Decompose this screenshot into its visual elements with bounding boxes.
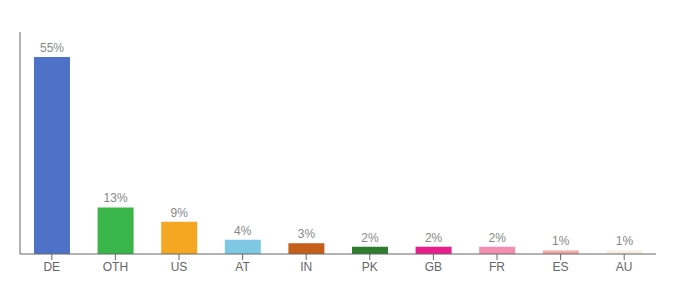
svg-text:PK: PK [362, 260, 378, 274]
svg-text:3%: 3% [298, 227, 316, 241]
svg-text:IN: IN [300, 260, 312, 274]
svg-text:1%: 1% [552, 234, 570, 248]
svg-text:2%: 2% [425, 231, 443, 245]
svg-text:9%: 9% [171, 206, 189, 220]
svg-text:ES: ES [553, 260, 569, 274]
svg-text:AU: AU [616, 260, 633, 274]
svg-text:DE: DE [43, 260, 60, 274]
svg-text:OTH: OTH [103, 260, 128, 274]
svg-text:FR: FR [489, 260, 505, 274]
svg-text:AT: AT [235, 260, 250, 274]
svg-text:13%: 13% [104, 191, 128, 205]
svg-text:4%: 4% [234, 224, 252, 238]
svg-text:US: US [171, 260, 188, 274]
svg-text:2%: 2% [361, 231, 379, 245]
svg-text:2%: 2% [489, 231, 507, 245]
svg-text:55%: 55% [40, 41, 64, 55]
svg-text:1%: 1% [616, 234, 634, 248]
svg-text:GB: GB [425, 260, 442, 274]
